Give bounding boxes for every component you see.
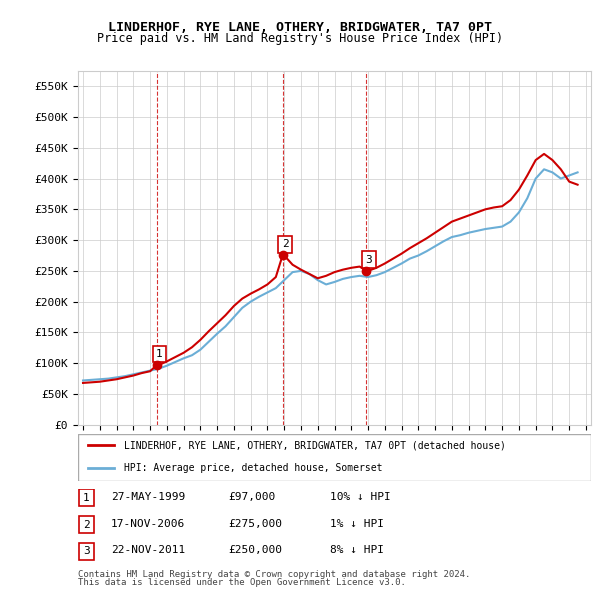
Text: 8% ↓ HPI: 8% ↓ HPI [330, 546, 384, 555]
FancyBboxPatch shape [79, 516, 94, 533]
Text: LINDERHOF, RYE LANE, OTHERY, BRIDGWATER, TA7 0PT: LINDERHOF, RYE LANE, OTHERY, BRIDGWATER,… [108, 21, 492, 34]
Text: HPI: Average price, detached house, Somerset: HPI: Average price, detached house, Some… [124, 463, 383, 473]
Text: 1: 1 [83, 493, 90, 503]
FancyBboxPatch shape [79, 543, 94, 559]
Text: £97,000: £97,000 [228, 493, 275, 502]
Text: 3: 3 [83, 546, 90, 556]
Text: 17-NOV-2006: 17-NOV-2006 [111, 519, 185, 529]
Text: £250,000: £250,000 [228, 546, 282, 555]
Text: Contains HM Land Registry data © Crown copyright and database right 2024.: Contains HM Land Registry data © Crown c… [78, 571, 470, 579]
Text: 10% ↓ HPI: 10% ↓ HPI [330, 493, 391, 502]
FancyBboxPatch shape [78, 434, 591, 481]
Text: Price paid vs. HM Land Registry's House Price Index (HPI): Price paid vs. HM Land Registry's House … [97, 32, 503, 45]
Text: 2: 2 [281, 240, 289, 250]
Text: 22-NOV-2011: 22-NOV-2011 [111, 546, 185, 555]
Text: LINDERHOF, RYE LANE, OTHERY, BRIDGWATER, TA7 0PT (detached house): LINDERHOF, RYE LANE, OTHERY, BRIDGWATER,… [124, 441, 506, 450]
Text: 1: 1 [156, 349, 163, 359]
Text: 1% ↓ HPI: 1% ↓ HPI [330, 519, 384, 529]
Text: 27-MAY-1999: 27-MAY-1999 [111, 493, 185, 502]
Text: £275,000: £275,000 [228, 519, 282, 529]
Text: This data is licensed under the Open Government Licence v3.0.: This data is licensed under the Open Gov… [78, 578, 406, 587]
FancyBboxPatch shape [79, 490, 94, 506]
Text: 3: 3 [365, 255, 372, 265]
Text: 2: 2 [83, 520, 90, 529]
